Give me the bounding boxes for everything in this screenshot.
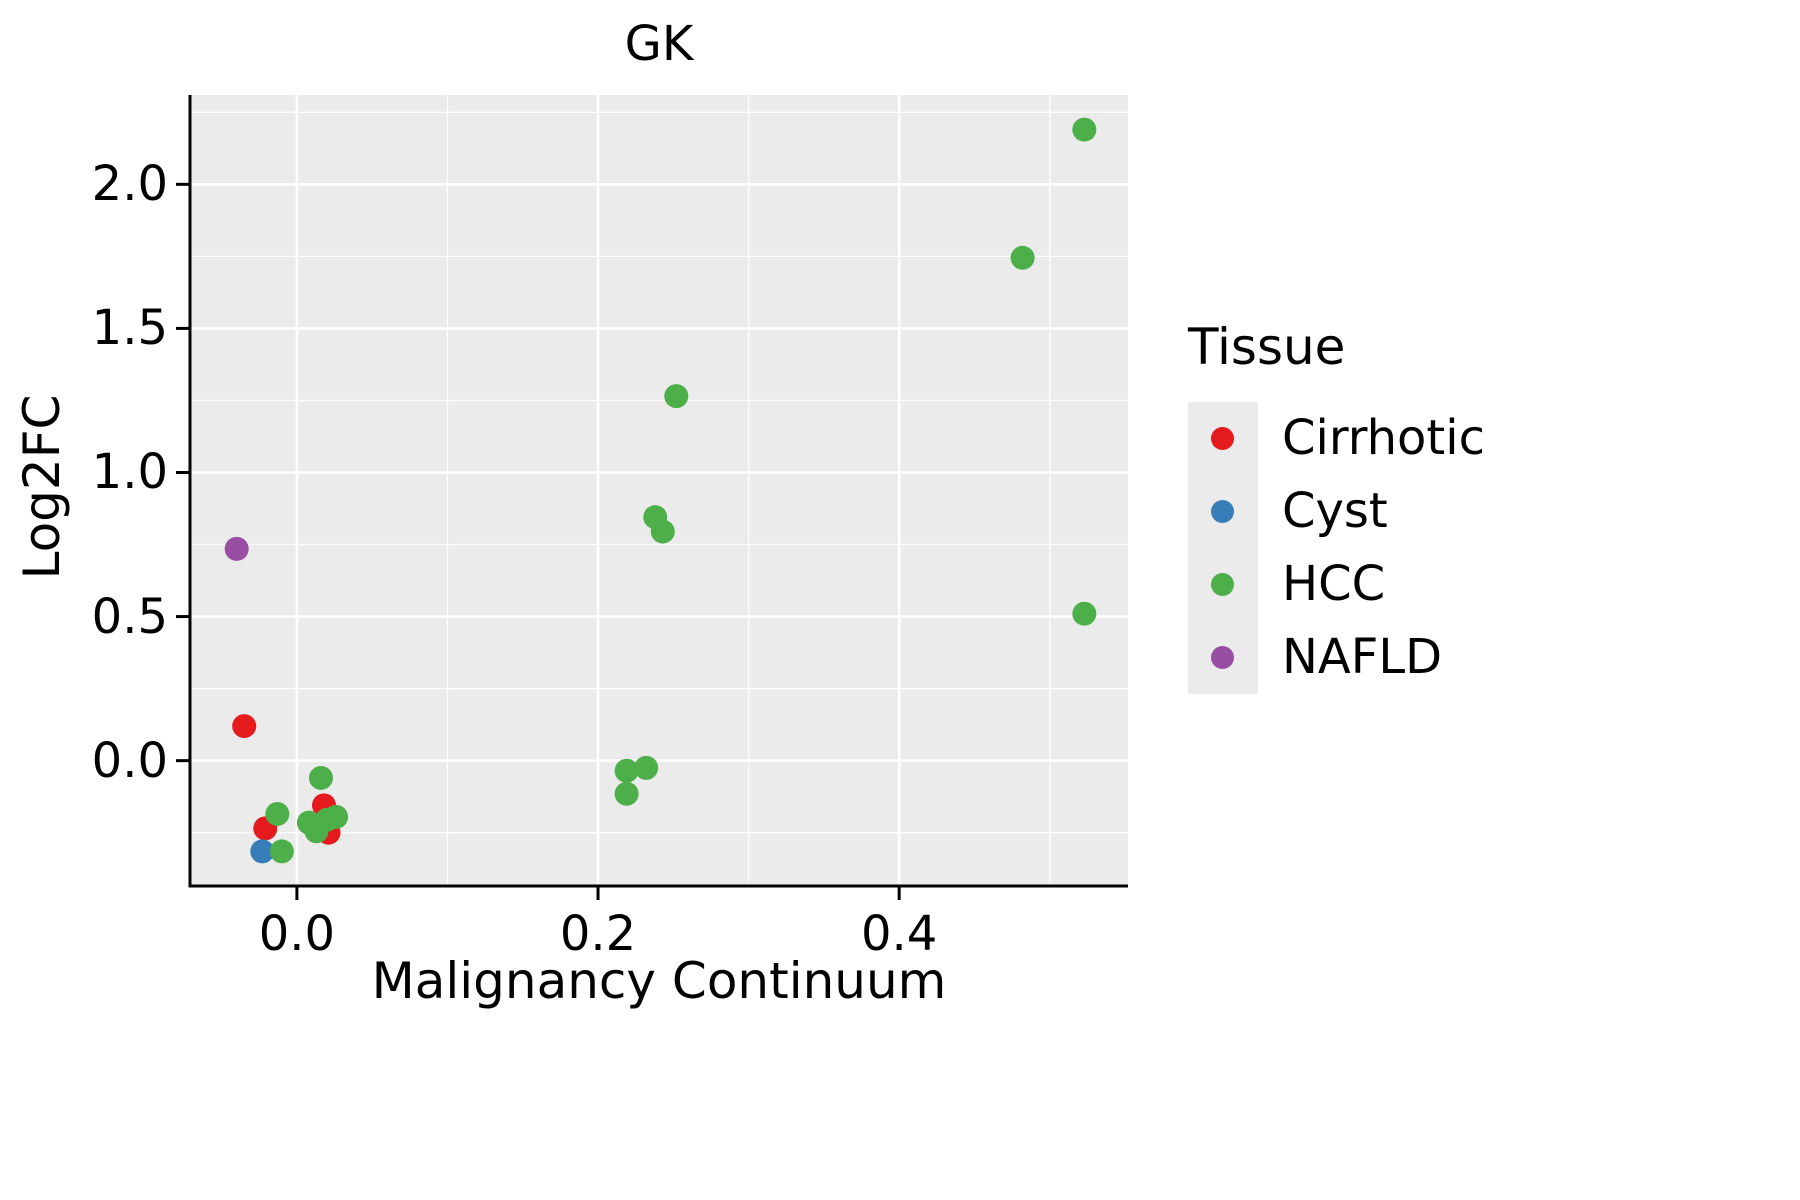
legend-label-cyst: Cyst [1282, 483, 1388, 539]
data-point-hcc [308, 765, 333, 790]
data-point-hcc [634, 755, 659, 780]
chart-title: GK [624, 16, 694, 72]
data-point-hcc [324, 804, 349, 829]
x-tick-label: 0.0 [258, 906, 336, 962]
legend-label-cirrhotic: Cirrhotic [1282, 410, 1485, 466]
y-tick-label: 0.0 [91, 732, 168, 789]
legend-key-cirrhotic [1188, 402, 1258, 475]
data-point-nafld [224, 536, 249, 561]
x-axis-label: Malignancy Continuum [371, 952, 947, 1010]
data-point-hcc [1072, 117, 1097, 142]
legend-label-hcc: HCC [1282, 556, 1386, 612]
data-point-hcc [269, 839, 294, 864]
legend-key-hcc [1188, 548, 1258, 621]
data-point-cyst [250, 839, 275, 864]
data-point-hcc [1072, 601, 1097, 626]
legend-key-nafld [1188, 621, 1258, 694]
legend-key-cyst [1188, 475, 1258, 548]
plot-panel [190, 95, 1128, 886]
legend-swatch-cyst [1211, 500, 1234, 523]
data-point-hcc [650, 519, 675, 544]
y-tick-label: 0.5 [91, 588, 168, 645]
y-tick-label: 1.0 [91, 444, 168, 501]
x-tick-label: 0.2 [559, 906, 637, 962]
x-tick-label: 0.4 [860, 906, 938, 962]
data-point-hcc [304, 819, 329, 844]
data-point-hcc [614, 758, 639, 783]
legend-label-nafld: NAFLD [1282, 629, 1443, 685]
data-point-hcc [1010, 245, 1035, 270]
y-tick-label: 1.5 [91, 300, 168, 357]
data-point-hcc [664, 384, 689, 409]
legend-swatch-cirrhotic [1211, 427, 1234, 450]
data-point-hcc [265, 801, 290, 826]
legend-swatch-hcc [1211, 573, 1234, 596]
legend-title: Tissue [1188, 318, 1346, 376]
data-point-cirrhotic [232, 714, 257, 739]
y-tick-label: 2.0 [91, 156, 168, 213]
data-point-hcc [614, 781, 639, 806]
legend-swatch-nafld [1211, 646, 1234, 669]
